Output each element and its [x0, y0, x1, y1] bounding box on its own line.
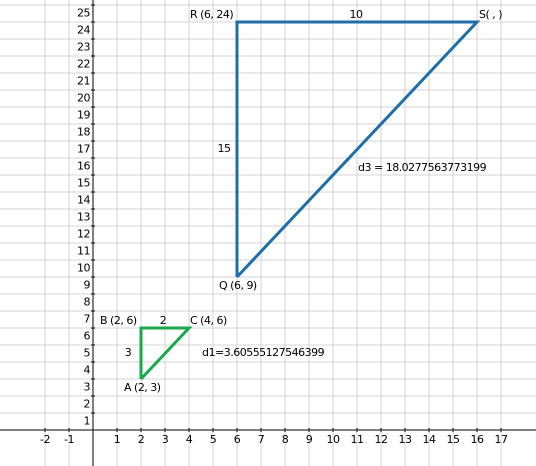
- x-tick-label: 13: [399, 433, 412, 446]
- x-tick-label: 1: [114, 433, 121, 446]
- annotation: 2: [160, 314, 167, 327]
- x-tick-label: 16: [471, 433, 484, 446]
- x-tick-label: 8: [282, 433, 289, 446]
- annotation: d1=3.60555127546399: [202, 346, 325, 359]
- y-tick-label: 23: [77, 40, 90, 53]
- y-tick-label: 9: [84, 278, 91, 291]
- y-tick-label: 24: [77, 23, 90, 36]
- y-tick-label: 20: [77, 91, 90, 104]
- y-tick-label: 25: [77, 6, 90, 19]
- annotation: B (2, 6): [100, 314, 137, 327]
- y-tick-label: 12: [77, 227, 90, 240]
- y-tick-label: 21: [77, 74, 90, 87]
- y-tick-label: 4: [84, 363, 91, 376]
- x-tick-label: 6: [234, 433, 241, 446]
- x-tick-label: -1: [64, 433, 74, 446]
- y-tick-label: 22: [77, 57, 90, 70]
- y-tick-label: 1: [84, 414, 91, 427]
- x-tick-label: 12: [375, 433, 388, 446]
- y-tick-label: 10: [77, 261, 90, 274]
- annotation: 3: [125, 346, 132, 359]
- x-tick-label: 7: [258, 433, 265, 446]
- y-tick-label: 13: [77, 210, 90, 223]
- y-tick-label: 6: [84, 329, 91, 342]
- y-tick-label: 17: [77, 142, 90, 155]
- x-tick-label: 17: [495, 433, 508, 446]
- y-tick-label: 14: [77, 193, 90, 206]
- y-tick-label: 5: [84, 346, 91, 359]
- y-tick-label: 11: [77, 244, 90, 257]
- y-tick-label: 18: [77, 125, 90, 138]
- annotation: d3 = 18.0277563773199: [358, 161, 487, 174]
- y-tick-label: 19: [77, 108, 90, 121]
- annotation: A (2, 3): [124, 381, 161, 394]
- annotation: C (4, 6): [190, 314, 227, 327]
- annotation: R (6, 24): [190, 8, 233, 21]
- y-tick-label: 3: [84, 380, 91, 393]
- polygon-line: [235, 20, 481, 279]
- x-tick-label: 9: [306, 433, 313, 446]
- y-tick-label: 15: [77, 176, 90, 189]
- y-tick-label: 16: [77, 159, 90, 172]
- annotation: 10: [350, 8, 363, 21]
- x-tick-label: 14: [423, 433, 436, 446]
- y-tick-label: 7: [84, 312, 91, 325]
- x-tick-label: 10: [327, 433, 340, 446]
- x-tick-label: 4: [186, 433, 193, 446]
- x-tick-label: 2: [138, 433, 145, 446]
- x-tick-label: 5: [210, 433, 217, 446]
- annotation: S( , ): [479, 8, 502, 21]
- x-tick-label: 15: [447, 433, 460, 446]
- x-tick-label: 11: [351, 433, 364, 446]
- annotation: Q (6, 9): [219, 279, 257, 292]
- y-tick-label: 2: [84, 397, 91, 410]
- annotation: 15: [218, 142, 231, 155]
- x-tick-label: 3: [162, 433, 169, 446]
- y-tick-label: 8: [84, 295, 91, 308]
- x-tick-label: -2: [40, 433, 50, 446]
- polygon-line: [139, 326, 193, 381]
